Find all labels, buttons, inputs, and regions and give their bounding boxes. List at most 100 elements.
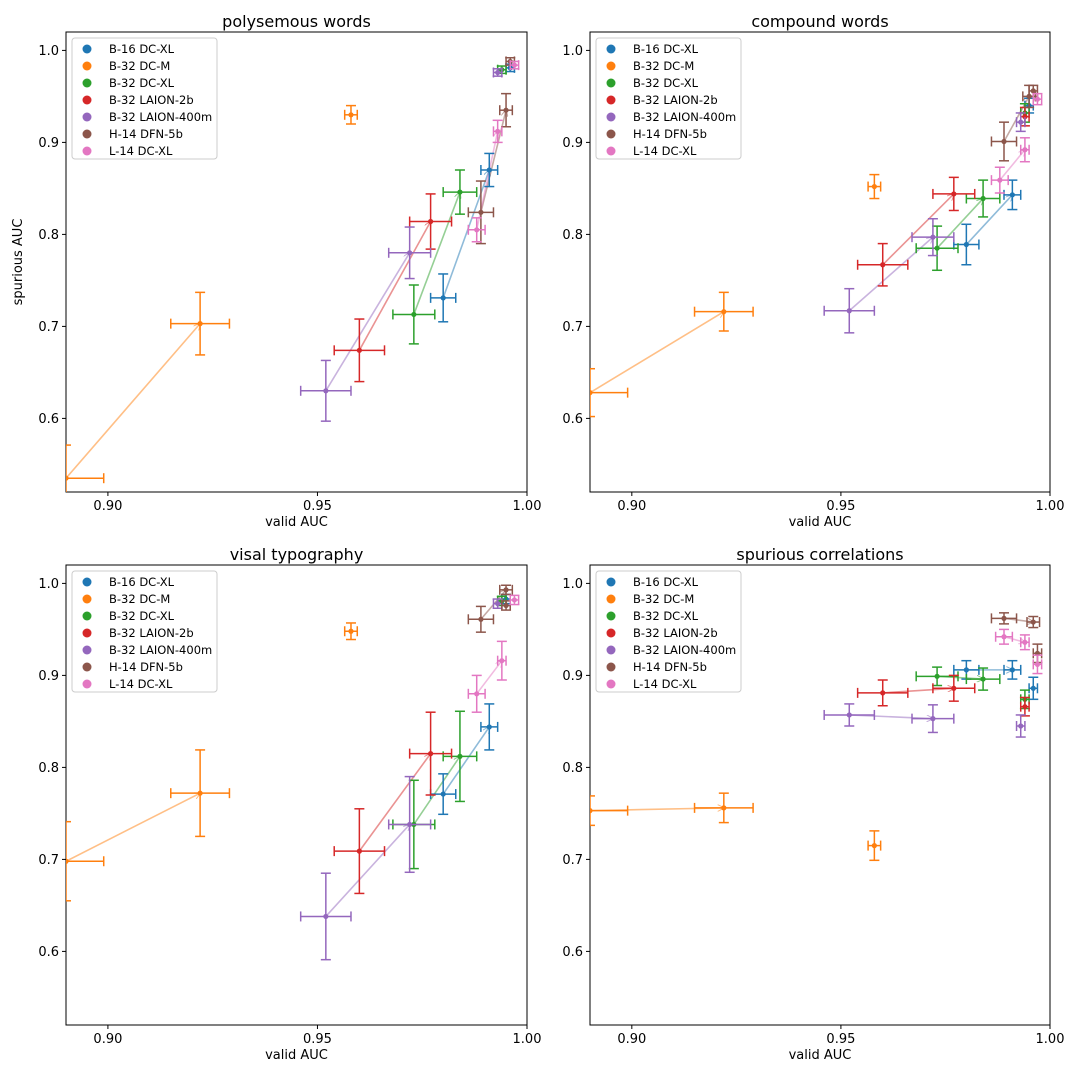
y-tick-label: 0.7 [562,320,583,335]
marker [963,241,969,248]
trajectory-arrow [848,237,933,312]
marker [486,167,492,173]
y-tick-label: 0.9 [38,136,59,151]
data-point [911,704,955,734]
y-tick-label: 0.6 [38,945,59,960]
y-tick-label: 0.6 [562,945,583,960]
marker [457,753,463,759]
data-point [170,291,231,356]
plot-area [590,84,1043,418]
legend-item: B-32 LAION-2b [82,626,194,640]
data-point [492,67,503,78]
trajectory-arrow [882,688,954,694]
marker [590,390,593,396]
legend-marker [82,679,92,689]
x-axis-label: valid AUC [265,515,328,530]
legend-label: B-32 DC-XL [109,609,175,623]
data-point [387,775,432,874]
marker [934,673,940,679]
marker [997,177,1003,183]
chart-panel-2: compound words 0.90 0.95 1.00 0.6 0.7 0.8 0.9 1.… [562,12,1064,530]
legend-marker [606,95,616,105]
x-tick-label: 0.90 [617,499,646,514]
data-point [693,291,754,332]
legend-label: L-14 DC-XL [633,144,697,158]
marker [1009,667,1015,673]
legend-label: L-14 DC-XL [109,677,173,691]
trajectory-arrow [936,199,983,249]
legend-label: L-14 DC-XL [109,144,173,158]
legend-marker [606,146,616,156]
data-point [915,225,959,272]
marker [503,587,509,593]
marker [721,309,727,315]
legend-label: B-32 LAION-400m [109,110,212,124]
marker [1018,723,1024,729]
data-point [509,60,520,71]
y-tick-label: 0.9 [38,669,59,684]
data-point [990,612,1018,625]
legend-marker [606,44,616,54]
data-point [429,273,457,323]
data-point [333,808,386,895]
legend-label: L-14 DC-XL [633,677,697,691]
marker [1001,615,1007,621]
trajectory-arrow [965,195,1012,246]
marker [511,597,518,603]
legend-marker [606,594,616,604]
legend-label: B-32 DC-XL [109,76,175,90]
y-tick-label: 1.0 [38,44,59,59]
y-tick-label: 0.6 [38,412,59,427]
trajectory-arrow [476,661,502,695]
legend-marker [82,645,92,655]
chart-title: spurious correlations [736,545,903,564]
legend-label: B-32 LAION-2b [109,626,194,640]
trajectory-arrow [480,110,506,213]
trajectory-arrow [590,312,724,394]
data-point [66,444,105,492]
legend-item: B-32 DC-M [606,59,694,73]
data-point [1019,696,1030,717]
plot-area [66,584,520,961]
legend-label: B-32 LAION-2b [109,93,194,107]
marker [1022,639,1028,645]
data-point [990,121,1018,162]
legend-marker [606,129,616,139]
marker [511,62,518,68]
marker [1030,685,1036,691]
legend-label: B-16 DC-XL [633,575,699,589]
y-tick-label: 0.8 [562,228,583,243]
marker [951,191,957,197]
marker [930,716,936,722]
trajectory-arrow [999,150,1025,181]
legend-item: B-32 DC-XL [82,609,175,623]
data-point [480,703,499,751]
marker [66,858,69,864]
marker [197,321,203,327]
chart-title: polysemous words [222,12,371,31]
data-point [590,795,629,827]
trajectory-arrow [325,824,410,917]
trajectory-arrow [66,324,200,479]
marker [323,388,329,394]
data-point [932,176,976,212]
trajectory-arrow [413,192,460,315]
legend-label: H-14 DFN-5b [109,660,183,674]
data-point [299,872,352,961]
legend-label: B-16 DC-XL [109,42,175,56]
legend-marker [82,628,92,638]
marker [846,308,852,314]
data-point [492,119,503,144]
legend-marker [606,112,616,122]
legend-item: H-14 DFN-5b [82,127,183,141]
legend-label: H-14 DFN-5b [633,660,707,674]
legend-marker [82,78,92,88]
legend-marker [606,628,616,638]
marker [323,913,329,920]
legend-marker [82,611,92,621]
legend-label: B-32 DC-M [633,59,694,73]
legend-marker [82,95,92,105]
marker [474,227,480,233]
marker [871,843,877,849]
